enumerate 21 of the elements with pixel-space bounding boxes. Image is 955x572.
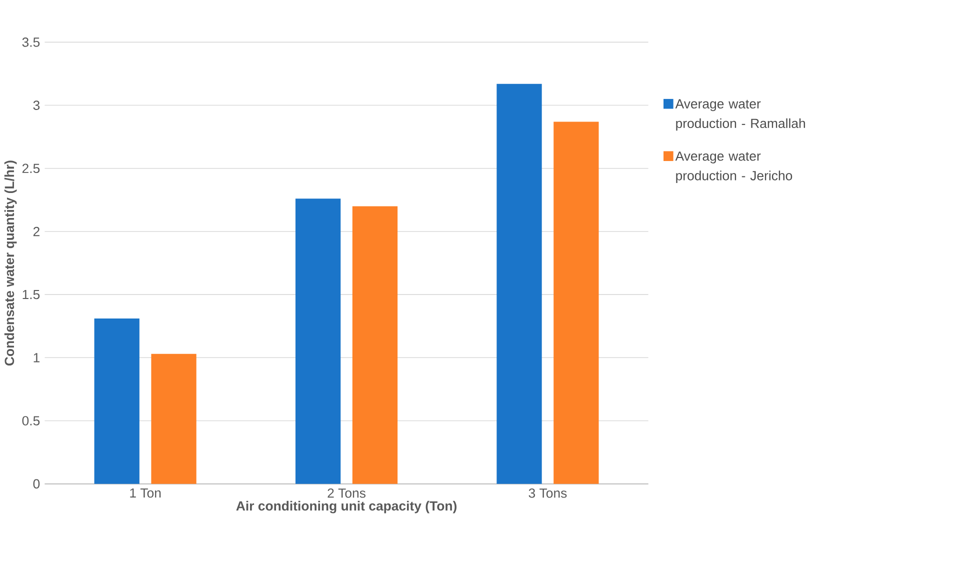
y-axis-title: Condensate water quantity (L/hr) bbox=[4, 160, 17, 366]
bar bbox=[295, 198, 341, 484]
y-tick-label: 3 bbox=[33, 100, 40, 110]
x-tick-label: 3 Tons bbox=[528, 488, 567, 498]
bar bbox=[94, 318, 140, 484]
y-tick-label: 0.5 bbox=[22, 416, 40, 426]
x-tick-label: 1 Ton bbox=[130, 488, 161, 498]
y-tick-label: 2 bbox=[33, 226, 40, 236]
y-tick-label: 1 bbox=[34, 353, 40, 362]
bar bbox=[554, 122, 599, 484]
x-tick-label: 2 Tons bbox=[328, 488, 366, 498]
legend-label: Average water production - Ramallah bbox=[675, 99, 805, 131]
bar bbox=[151, 354, 196, 484]
y-tick-label: 1.5 bbox=[22, 290, 40, 300]
y-tick-label: 3.5 bbox=[22, 37, 40, 47]
bar bbox=[352, 206, 398, 484]
y-tick-label: 0 bbox=[33, 479, 40, 488]
x-axis-title: Air conditioning unit capacity (Ton) bbox=[236, 500, 456, 514]
y-tick-label: 2.5 bbox=[22, 164, 40, 173]
bar bbox=[496, 84, 542, 484]
legend-label: Average water production - Jericho bbox=[675, 151, 792, 183]
